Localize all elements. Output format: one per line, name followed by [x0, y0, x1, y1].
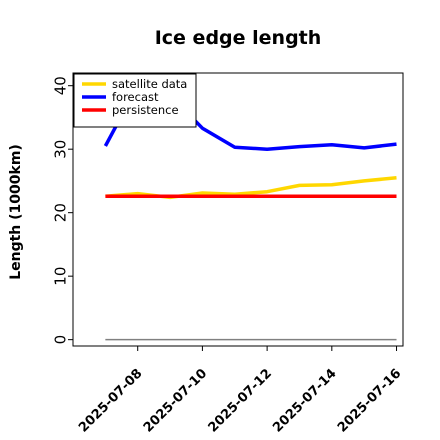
x-tick-label: 2025-07-10: [141, 366, 210, 435]
y-tick-label: 20: [52, 203, 70, 222]
y-tick-label: 0: [52, 335, 70, 345]
legend-label: satellite data: [112, 77, 187, 91]
y-axis-label: Length (1000km): [8, 144, 24, 280]
plot-area: 0102030402025-07-082025-07-102025-07-122…: [52, 72, 404, 436]
x-tick-label: 2025-07-08: [76, 366, 145, 435]
x-tick-label: 2025-07-16: [335, 366, 404, 435]
legend-label: persistence: [112, 103, 179, 117]
legend-label: forecast: [112, 90, 159, 104]
chart-title: Ice edge length: [155, 27, 322, 49]
x-tick-label: 2025-07-14: [270, 366, 339, 435]
y-tick-label: 30: [52, 140, 70, 159]
y-tick-label: 10: [52, 267, 70, 286]
plot-frame: [72, 72, 404, 347]
x-tick-label: 2025-07-12: [206, 366, 275, 435]
y-tick-label: 40: [52, 76, 70, 95]
